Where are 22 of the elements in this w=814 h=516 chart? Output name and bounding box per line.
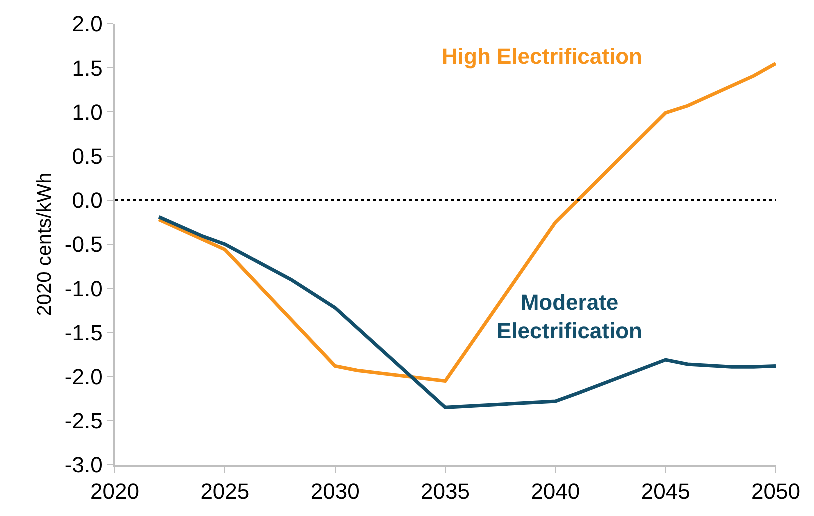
y-tick-label: 2.0 xyxy=(72,12,103,37)
y-tick-label: -1.0 xyxy=(64,276,103,302)
y-tick-label: -1.5 xyxy=(64,320,103,346)
y-tick-label: -0.5 xyxy=(64,232,103,258)
x-tick-label: 2025 xyxy=(200,479,250,504)
y-tick-label: -2.0 xyxy=(64,364,103,390)
x-tick-label: 2035 xyxy=(421,479,470,504)
y-axis-title: 2020 cents/kWh xyxy=(34,172,56,316)
y-tick-label: 1.5 xyxy=(72,56,103,81)
x-tick-label: 2020 xyxy=(90,479,140,504)
x-tick-label: 2030 xyxy=(310,479,360,504)
y-tick-label: -2.5 xyxy=(64,408,103,434)
series-label: Moderate Electrification xyxy=(497,290,642,344)
y-tick-label: 0.0 xyxy=(72,188,103,214)
y-tick-label: 1.0 xyxy=(72,100,103,125)
line-series xyxy=(157,215,776,410)
y-tick-label: 0.5 xyxy=(72,144,103,169)
x-tick-label: 2040 xyxy=(531,479,580,504)
x-tick-label: 2050 xyxy=(752,479,800,504)
x-tick-label: 2045 xyxy=(641,479,690,504)
y-tick-label: -3.0 xyxy=(64,452,103,478)
text: High Electrification xyxy=(442,44,642,69)
